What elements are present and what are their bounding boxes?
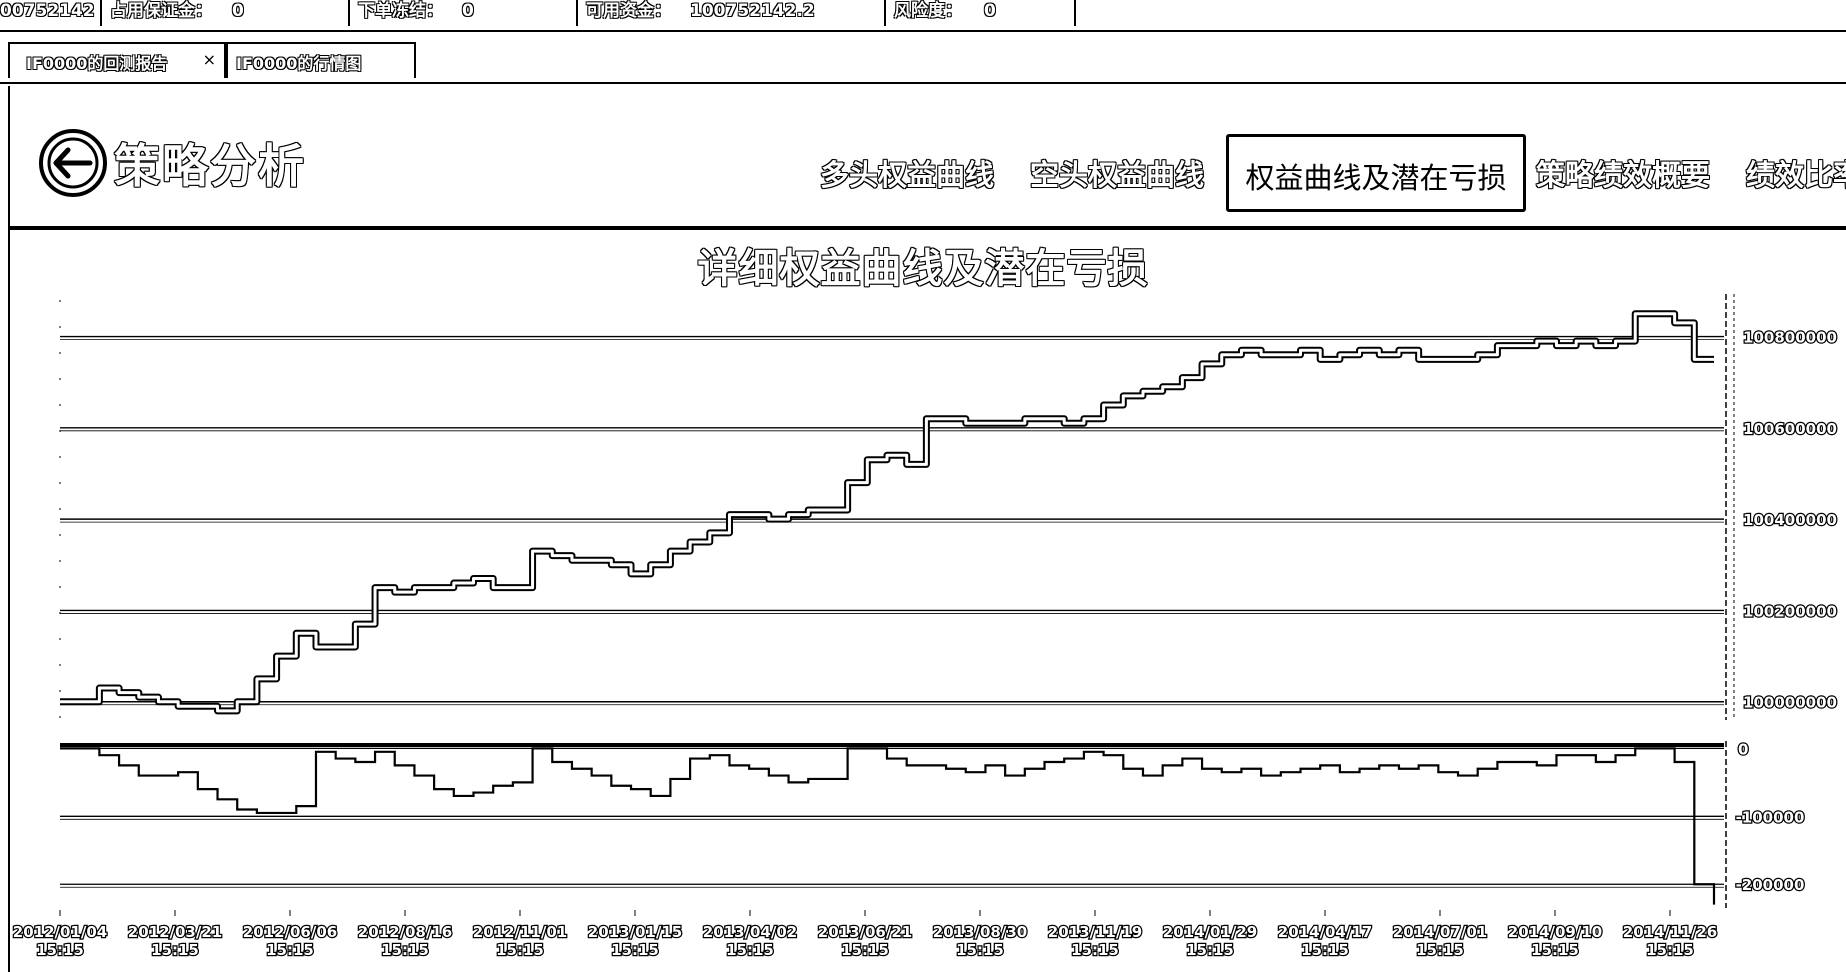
x-tick-label: 2013/11/19 bbox=[1048, 923, 1142, 941]
page-title: 策略分析 bbox=[114, 139, 306, 193]
tab-long-equity[interactable]: 多头权益曲线 bbox=[820, 158, 995, 192]
x-tick-label: 15:15 bbox=[266, 941, 314, 959]
status-separator bbox=[348, 0, 350, 26]
x-tick-label: 15:15 bbox=[1531, 941, 1579, 959]
margin-value: 0 bbox=[232, 1, 244, 21]
account-balance: 00752142 bbox=[0, 1, 95, 21]
x-tick-label: 15:15 bbox=[151, 941, 199, 959]
equity-line-outline bbox=[60, 310, 1714, 715]
x-tick-label: 2013/01/15 bbox=[588, 923, 682, 941]
status-bar: 00752142 占用保证金： 0 下单冻结： 0 可用资金： 10075214… bbox=[0, 0, 1846, 32]
x-tick-label: 2013/04/02 bbox=[703, 923, 797, 941]
tab-equity-drawdown[interactable]: 权益曲线及潜在亏损 bbox=[1226, 134, 1526, 212]
x-tick-label: 15:15 bbox=[381, 941, 429, 959]
x-tick-label: 15:15 bbox=[1416, 941, 1464, 959]
risk-label: 风险度： bbox=[894, 1, 962, 21]
y-tick-label: 100600000 bbox=[1743, 420, 1837, 438]
tab-backtest-report[interactable]: IF0000的回测报告 × bbox=[8, 42, 226, 78]
y-tick-label: 100200000 bbox=[1743, 602, 1837, 620]
tab-short-equity[interactable]: 空头权益曲线 bbox=[1030, 158, 1205, 192]
drawdown-line bbox=[60, 747, 1716, 905]
tab-quote-chart[interactable]: IF0000的行情图 bbox=[226, 42, 416, 78]
available-value: 100752142.2 bbox=[690, 1, 815, 21]
x-tick-label: 2012/03/21 bbox=[128, 923, 222, 941]
equity-line bbox=[60, 312, 1714, 713]
x-tick-label: 15:15 bbox=[726, 941, 774, 959]
x-tick-label: 15:15 bbox=[841, 941, 889, 959]
available-label: 可用资金： bbox=[586, 1, 671, 21]
x-tick-label: 15:15 bbox=[1186, 941, 1234, 959]
risk-value: 0 bbox=[984, 1, 996, 21]
x-tick-label: 2014/11/26 bbox=[1623, 923, 1717, 941]
x-tick-label: 2014/07/01 bbox=[1393, 923, 1487, 941]
x-tick-label: 15:15 bbox=[611, 941, 659, 959]
y-tick-label: 100400000 bbox=[1743, 511, 1837, 529]
margin-label: 占用保证金： bbox=[110, 1, 212, 21]
back-arrow-icon[interactable] bbox=[38, 128, 108, 198]
y-tick-label: 100000000 bbox=[1743, 694, 1837, 712]
status-separator bbox=[100, 0, 102, 26]
status-separator bbox=[884, 0, 886, 26]
x-tick-label: 2012/06/06 bbox=[243, 923, 337, 941]
tab-performance-ratio[interactable]: 绩效比率 bbox=[1746, 158, 1846, 192]
status-separator bbox=[576, 0, 578, 26]
chart-frame bbox=[8, 228, 1846, 972]
x-tick-label: 2012/01/04 bbox=[13, 923, 107, 941]
strategy-header: 策略分析 多头权益曲线 空头权益曲线 权益曲线及潜在亏损 策略绩效概要 绩效比率 bbox=[8, 86, 1846, 228]
tab-label: IF0000的行情图 bbox=[236, 54, 362, 73]
tab-label: 权益曲线及潜在亏损 bbox=[1245, 161, 1507, 195]
x-tick-label: 2013/08/30 bbox=[933, 923, 1027, 941]
y-tick-label: -200000 bbox=[1736, 876, 1805, 894]
frozen-label: 下单冻结： bbox=[358, 1, 443, 21]
x-tick-label: 15:15 bbox=[496, 941, 544, 959]
close-icon[interactable]: × bbox=[202, 50, 216, 69]
x-tick-label: 2013/06/21 bbox=[818, 923, 912, 941]
status-separator bbox=[1074, 0, 1076, 26]
x-tick-label: 2012/08/16 bbox=[358, 923, 452, 941]
tab-performance-summary[interactable]: 策略绩效概要 bbox=[1536, 158, 1711, 192]
x-tick-label: 2014/09/10 bbox=[1508, 923, 1602, 941]
tab-label: IF0000的回测报告 bbox=[26, 54, 168, 73]
chart-title: 详细权益曲线及潜在亏损 bbox=[697, 246, 1149, 292]
frozen-value: 0 bbox=[462, 1, 474, 21]
y-tick-label: 0 bbox=[1738, 740, 1748, 758]
x-tick-label: 15:15 bbox=[1301, 941, 1349, 959]
x-tick-label: 15:15 bbox=[1646, 941, 1694, 959]
x-tick-label: 2012/11/01 bbox=[473, 923, 567, 941]
x-tick-label: 2014/01/29 bbox=[1163, 923, 1257, 941]
x-tick-label: 15:15 bbox=[36, 941, 84, 959]
x-tick-label: 2014/04/17 bbox=[1278, 923, 1372, 941]
x-tick-label: 15:15 bbox=[956, 941, 1004, 959]
tab-strip: IF0000的回测报告 × IF0000的行情图 bbox=[0, 38, 1846, 84]
y-tick-label: -100000 bbox=[1736, 808, 1805, 826]
y-tick-label: 100800000 bbox=[1743, 329, 1837, 347]
x-tick-label: 15:15 bbox=[1071, 941, 1119, 959]
